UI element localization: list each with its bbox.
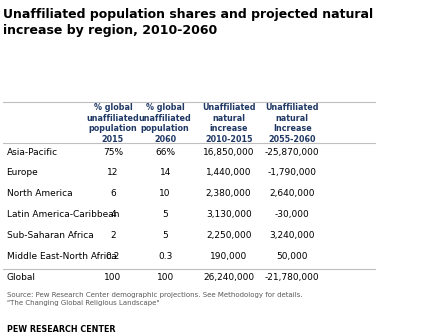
Text: Sub-Saharan Africa: Sub-Saharan Africa <box>6 231 93 240</box>
Text: Latin America-Caribbean: Latin America-Caribbean <box>6 210 119 219</box>
Text: Global: Global <box>6 273 35 282</box>
Text: 0.3: 0.3 <box>158 252 172 261</box>
Text: 2,250,000: 2,250,000 <box>206 231 252 240</box>
Text: Unaffiliated population shares and projected natural
increase by region, 2010-20: Unaffiliated population shares and proje… <box>3 8 373 37</box>
Text: 1,440,000: 1,440,000 <box>206 168 252 177</box>
Text: 2,380,000: 2,380,000 <box>206 189 252 198</box>
Text: % global
unaffiliated
population
2015: % global unaffiliated population 2015 <box>87 104 139 144</box>
Text: 3,240,000: 3,240,000 <box>269 231 315 240</box>
Text: 190,000: 190,000 <box>210 252 247 261</box>
Text: Asia-Pacific: Asia-Pacific <box>6 148 58 157</box>
Text: 0.2: 0.2 <box>106 252 120 261</box>
Text: Middle East-North Africa: Middle East-North Africa <box>6 252 116 261</box>
Text: -1,790,000: -1,790,000 <box>268 168 316 177</box>
Text: 5: 5 <box>162 210 168 219</box>
Text: 75%: 75% <box>103 148 123 157</box>
Text: 5: 5 <box>162 231 168 240</box>
Text: 14: 14 <box>160 168 171 177</box>
Text: 26,240,000: 26,240,000 <box>203 273 254 282</box>
Text: 3,130,000: 3,130,000 <box>206 210 252 219</box>
Text: Europe: Europe <box>6 168 38 177</box>
Text: -30,000: -30,000 <box>275 210 309 219</box>
Text: % global
unaffiliated
population
2060: % global unaffiliated population 2060 <box>139 104 192 144</box>
Text: 10: 10 <box>160 189 171 198</box>
Text: 4: 4 <box>110 210 116 219</box>
Text: PEW RESEARCH CENTER: PEW RESEARCH CENTER <box>6 325 115 334</box>
Text: 50,000: 50,000 <box>276 252 308 261</box>
Text: Unaffiliated
natural
Increase
2055-2060: Unaffiliated natural Increase 2055-2060 <box>265 104 319 144</box>
Text: -21,780,000: -21,780,000 <box>265 273 319 282</box>
Text: 2: 2 <box>110 231 116 240</box>
Text: 66%: 66% <box>155 148 175 157</box>
Text: 2,640,000: 2,640,000 <box>269 189 315 198</box>
Text: 16,850,000: 16,850,000 <box>203 148 254 157</box>
Text: 12: 12 <box>107 168 119 177</box>
Text: Source: Pew Research Center demographic projections. See Methodology for details: Source: Pew Research Center demographic … <box>6 292 302 306</box>
Text: 100: 100 <box>157 273 174 282</box>
Text: -25,870,000: -25,870,000 <box>265 148 319 157</box>
Text: 100: 100 <box>104 273 122 282</box>
Text: Unaffiliated
natural
increase
2010-2015: Unaffiliated natural increase 2010-2015 <box>202 104 255 144</box>
Text: 6: 6 <box>110 189 116 198</box>
Text: North America: North America <box>6 189 72 198</box>
